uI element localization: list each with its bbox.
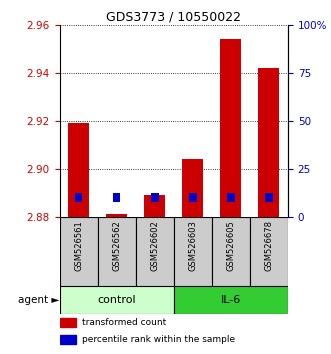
Bar (259, 68, 279, 217)
Bar (227, 193, 235, 202)
Bar (60, 335, 75, 344)
Bar (60, 217, 98, 286)
Bar (265, 193, 273, 202)
Bar (189, 193, 197, 202)
Bar (144, 195, 165, 217)
Bar (151, 193, 159, 202)
Bar (212, 217, 250, 286)
Bar (60, 318, 75, 327)
Text: GSM526562: GSM526562 (112, 220, 121, 271)
Bar (68, 123, 89, 217)
Bar (113, 193, 120, 202)
Bar (136, 217, 174, 286)
Bar (106, 214, 127, 217)
Bar (98, 217, 136, 286)
Text: GSM526603: GSM526603 (188, 220, 197, 271)
Title: GDS3773 / 10550022: GDS3773 / 10550022 (106, 11, 241, 24)
Text: transformed count: transformed count (82, 318, 167, 327)
Text: IL-6: IL-6 (221, 295, 241, 305)
Text: control: control (97, 295, 136, 305)
Text: percentile rank within the sample: percentile rank within the sample (82, 335, 236, 344)
Text: agent ►: agent ► (18, 295, 60, 305)
Text: GSM526602: GSM526602 (150, 220, 159, 271)
Text: GSM526678: GSM526678 (264, 220, 273, 271)
Text: GSM526605: GSM526605 (226, 220, 235, 271)
Bar (60, 286, 174, 314)
Text: GSM526561: GSM526561 (74, 220, 83, 271)
Bar (250, 217, 288, 286)
Bar (174, 286, 288, 314)
Bar (75, 193, 82, 202)
Bar (182, 159, 203, 217)
Bar (220, 39, 241, 217)
Bar (174, 217, 212, 286)
